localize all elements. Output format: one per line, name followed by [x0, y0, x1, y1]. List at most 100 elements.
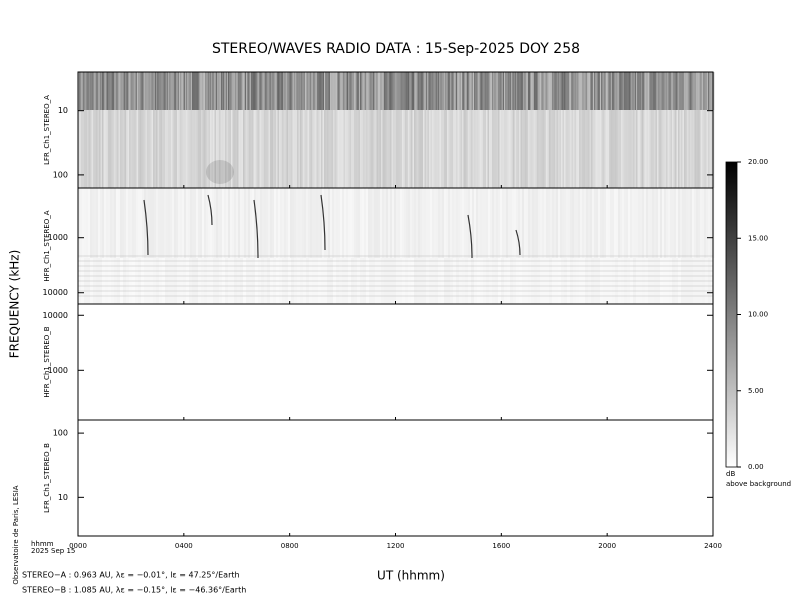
texture [105, 72, 108, 110]
texture [259, 72, 261, 110]
texture [98, 72, 100, 110]
texture [284, 188, 287, 258]
texture [708, 72, 710, 110]
texture [412, 72, 415, 110]
texture [223, 72, 225, 110]
texture [214, 72, 217, 110]
texture [122, 72, 124, 110]
texture [142, 188, 145, 258]
texture [184, 188, 187, 258]
texture [272, 188, 275, 258]
texture [285, 72, 288, 110]
texture [418, 110, 421, 188]
texture [553, 72, 555, 110]
texture [156, 72, 158, 110]
texture [280, 72, 283, 110]
texture [156, 188, 159, 258]
texture [166, 72, 169, 110]
texture [195, 72, 198, 110]
texture [573, 110, 575, 188]
texture [481, 72, 483, 110]
texture [667, 72, 669, 110]
texture [584, 72, 586, 110]
texture [82, 110, 85, 188]
texture [418, 188, 421, 258]
texture [241, 72, 243, 110]
texture [116, 188, 119, 258]
texture [270, 72, 272, 110]
texture [658, 72, 661, 110]
texture [507, 72, 510, 110]
texture [400, 72, 403, 110]
texture [684, 110, 686, 188]
texture [412, 188, 415, 258]
texture [159, 72, 162, 110]
x-tick-label: 0800 [281, 542, 299, 550]
texture [331, 72, 333, 110]
texture [504, 188, 507, 258]
texture [339, 72, 342, 110]
texture [163, 72, 165, 110]
texture [484, 188, 487, 258]
texture [542, 188, 545, 258]
texture [517, 72, 519, 110]
texture [228, 188, 231, 258]
texture [536, 72, 538, 110]
texture [309, 110, 311, 188]
texture [450, 110, 452, 188]
texture [430, 188, 433, 258]
texture [662, 72, 664, 110]
texture [556, 110, 559, 188]
texture [327, 110, 329, 188]
texture [512, 188, 515, 258]
texture [108, 72, 110, 110]
texture [248, 188, 251, 258]
texture [132, 188, 135, 258]
texture [312, 110, 314, 188]
texture [475, 72, 477, 110]
texture [451, 110, 454, 188]
texture [312, 72, 314, 110]
texture [625, 72, 627, 110]
texture [274, 188, 277, 258]
texture [662, 188, 665, 258]
texture [448, 188, 451, 258]
texture [358, 72, 361, 110]
texture [258, 72, 260, 110]
texture [567, 72, 570, 110]
texture [574, 110, 577, 188]
texture [174, 188, 177, 258]
texture [451, 72, 453, 110]
texture [85, 110, 88, 188]
texture [380, 188, 383, 258]
texture [350, 72, 352, 110]
texture [292, 72, 295, 110]
texture [279, 110, 281, 188]
texture [373, 72, 375, 110]
texture [612, 110, 614, 188]
texture [548, 72, 550, 110]
texture [656, 188, 659, 258]
texture [376, 72, 379, 110]
texture [81, 72, 84, 110]
texture [687, 110, 689, 188]
texture [500, 72, 502, 110]
texture [682, 188, 685, 258]
texture [549, 72, 552, 110]
texture [207, 194, 213, 226]
texture [582, 188, 585, 258]
texture [513, 110, 515, 188]
texture [118, 188, 121, 258]
texture [381, 110, 383, 188]
colorbar [725, 161, 738, 468]
texture [554, 72, 556, 110]
texture [78, 188, 81, 258]
texture [388, 72, 391, 110]
texture [591, 110, 593, 188]
texture [337, 72, 339, 110]
texture [514, 110, 517, 188]
texture [602, 72, 604, 110]
texture [488, 188, 491, 258]
texture [453, 110, 455, 188]
texture [471, 110, 473, 188]
